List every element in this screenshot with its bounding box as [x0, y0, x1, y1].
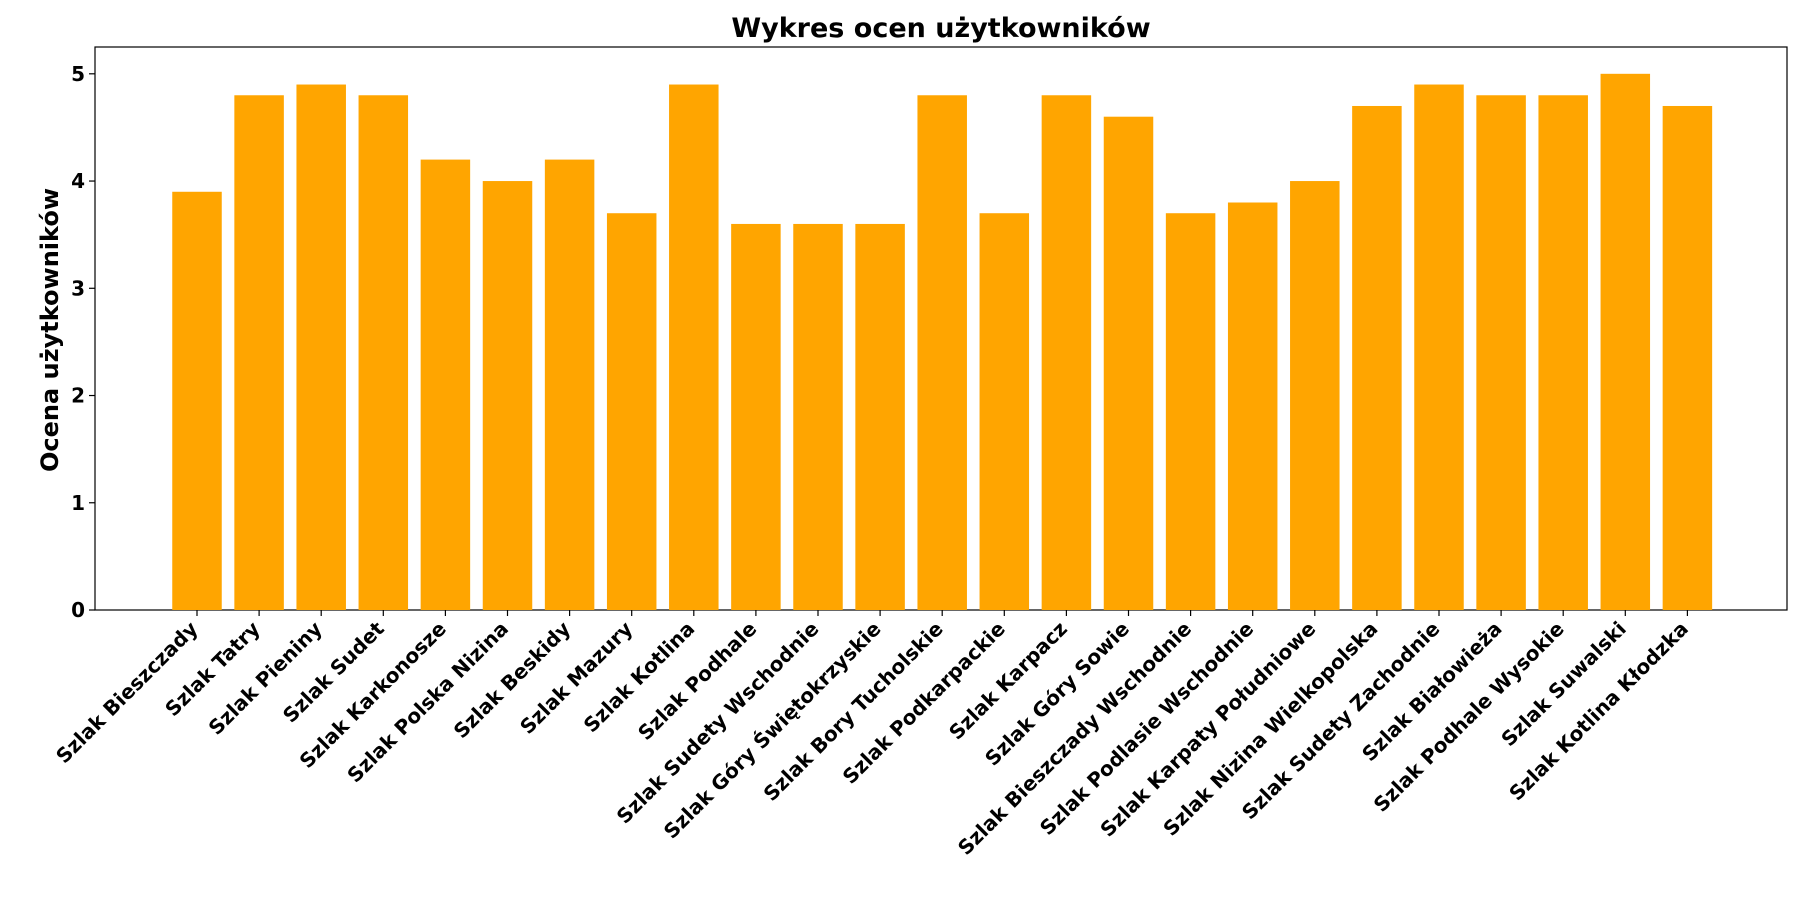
bar	[296, 84, 346, 610]
bar	[234, 95, 284, 610]
bar	[1165, 213, 1216, 610]
bar	[917, 95, 967, 610]
x-tick-label: Szlak Pieniny	[204, 617, 327, 740]
y-tick-label: 5	[71, 62, 85, 86]
bar	[1290, 181, 1340, 611]
y-tick-label: 2	[71, 384, 85, 408]
y-tick-label: 0	[71, 598, 85, 622]
x-tick-label: Szlak Kotlina	[579, 617, 700, 738]
y-tick-label: 4	[71, 169, 85, 193]
bar	[793, 223, 843, 610]
bar	[1041, 95, 1092, 610]
bar	[358, 95, 409, 610]
bar	[482, 181, 533, 611]
y-tick-label: 3	[71, 276, 85, 300]
bar	[1662, 105, 1713, 610]
bar	[1600, 73, 1651, 610]
y-axis-label: Ocena użytkowników	[36, 188, 64, 472]
bar	[1227, 202, 1278, 610]
bar	[731, 223, 781, 610]
bar	[1538, 95, 1588, 610]
bar	[544, 159, 595, 610]
bar	[1476, 95, 1526, 610]
bar	[1352, 105, 1402, 610]
bar	[606, 213, 657, 610]
bar	[1103, 116, 1154, 610]
bar	[172, 191, 222, 610]
bar	[855, 223, 905, 610]
x-tick-label: Szlak Mazury	[515, 617, 637, 739]
y-tick-label: 1	[71, 491, 85, 515]
bar	[979, 213, 1030, 610]
bar	[1414, 84, 1464, 610]
bar	[669, 84, 719, 610]
chart-title: Wykres ocen użytkowników	[731, 13, 1150, 44]
bar	[420, 159, 471, 610]
